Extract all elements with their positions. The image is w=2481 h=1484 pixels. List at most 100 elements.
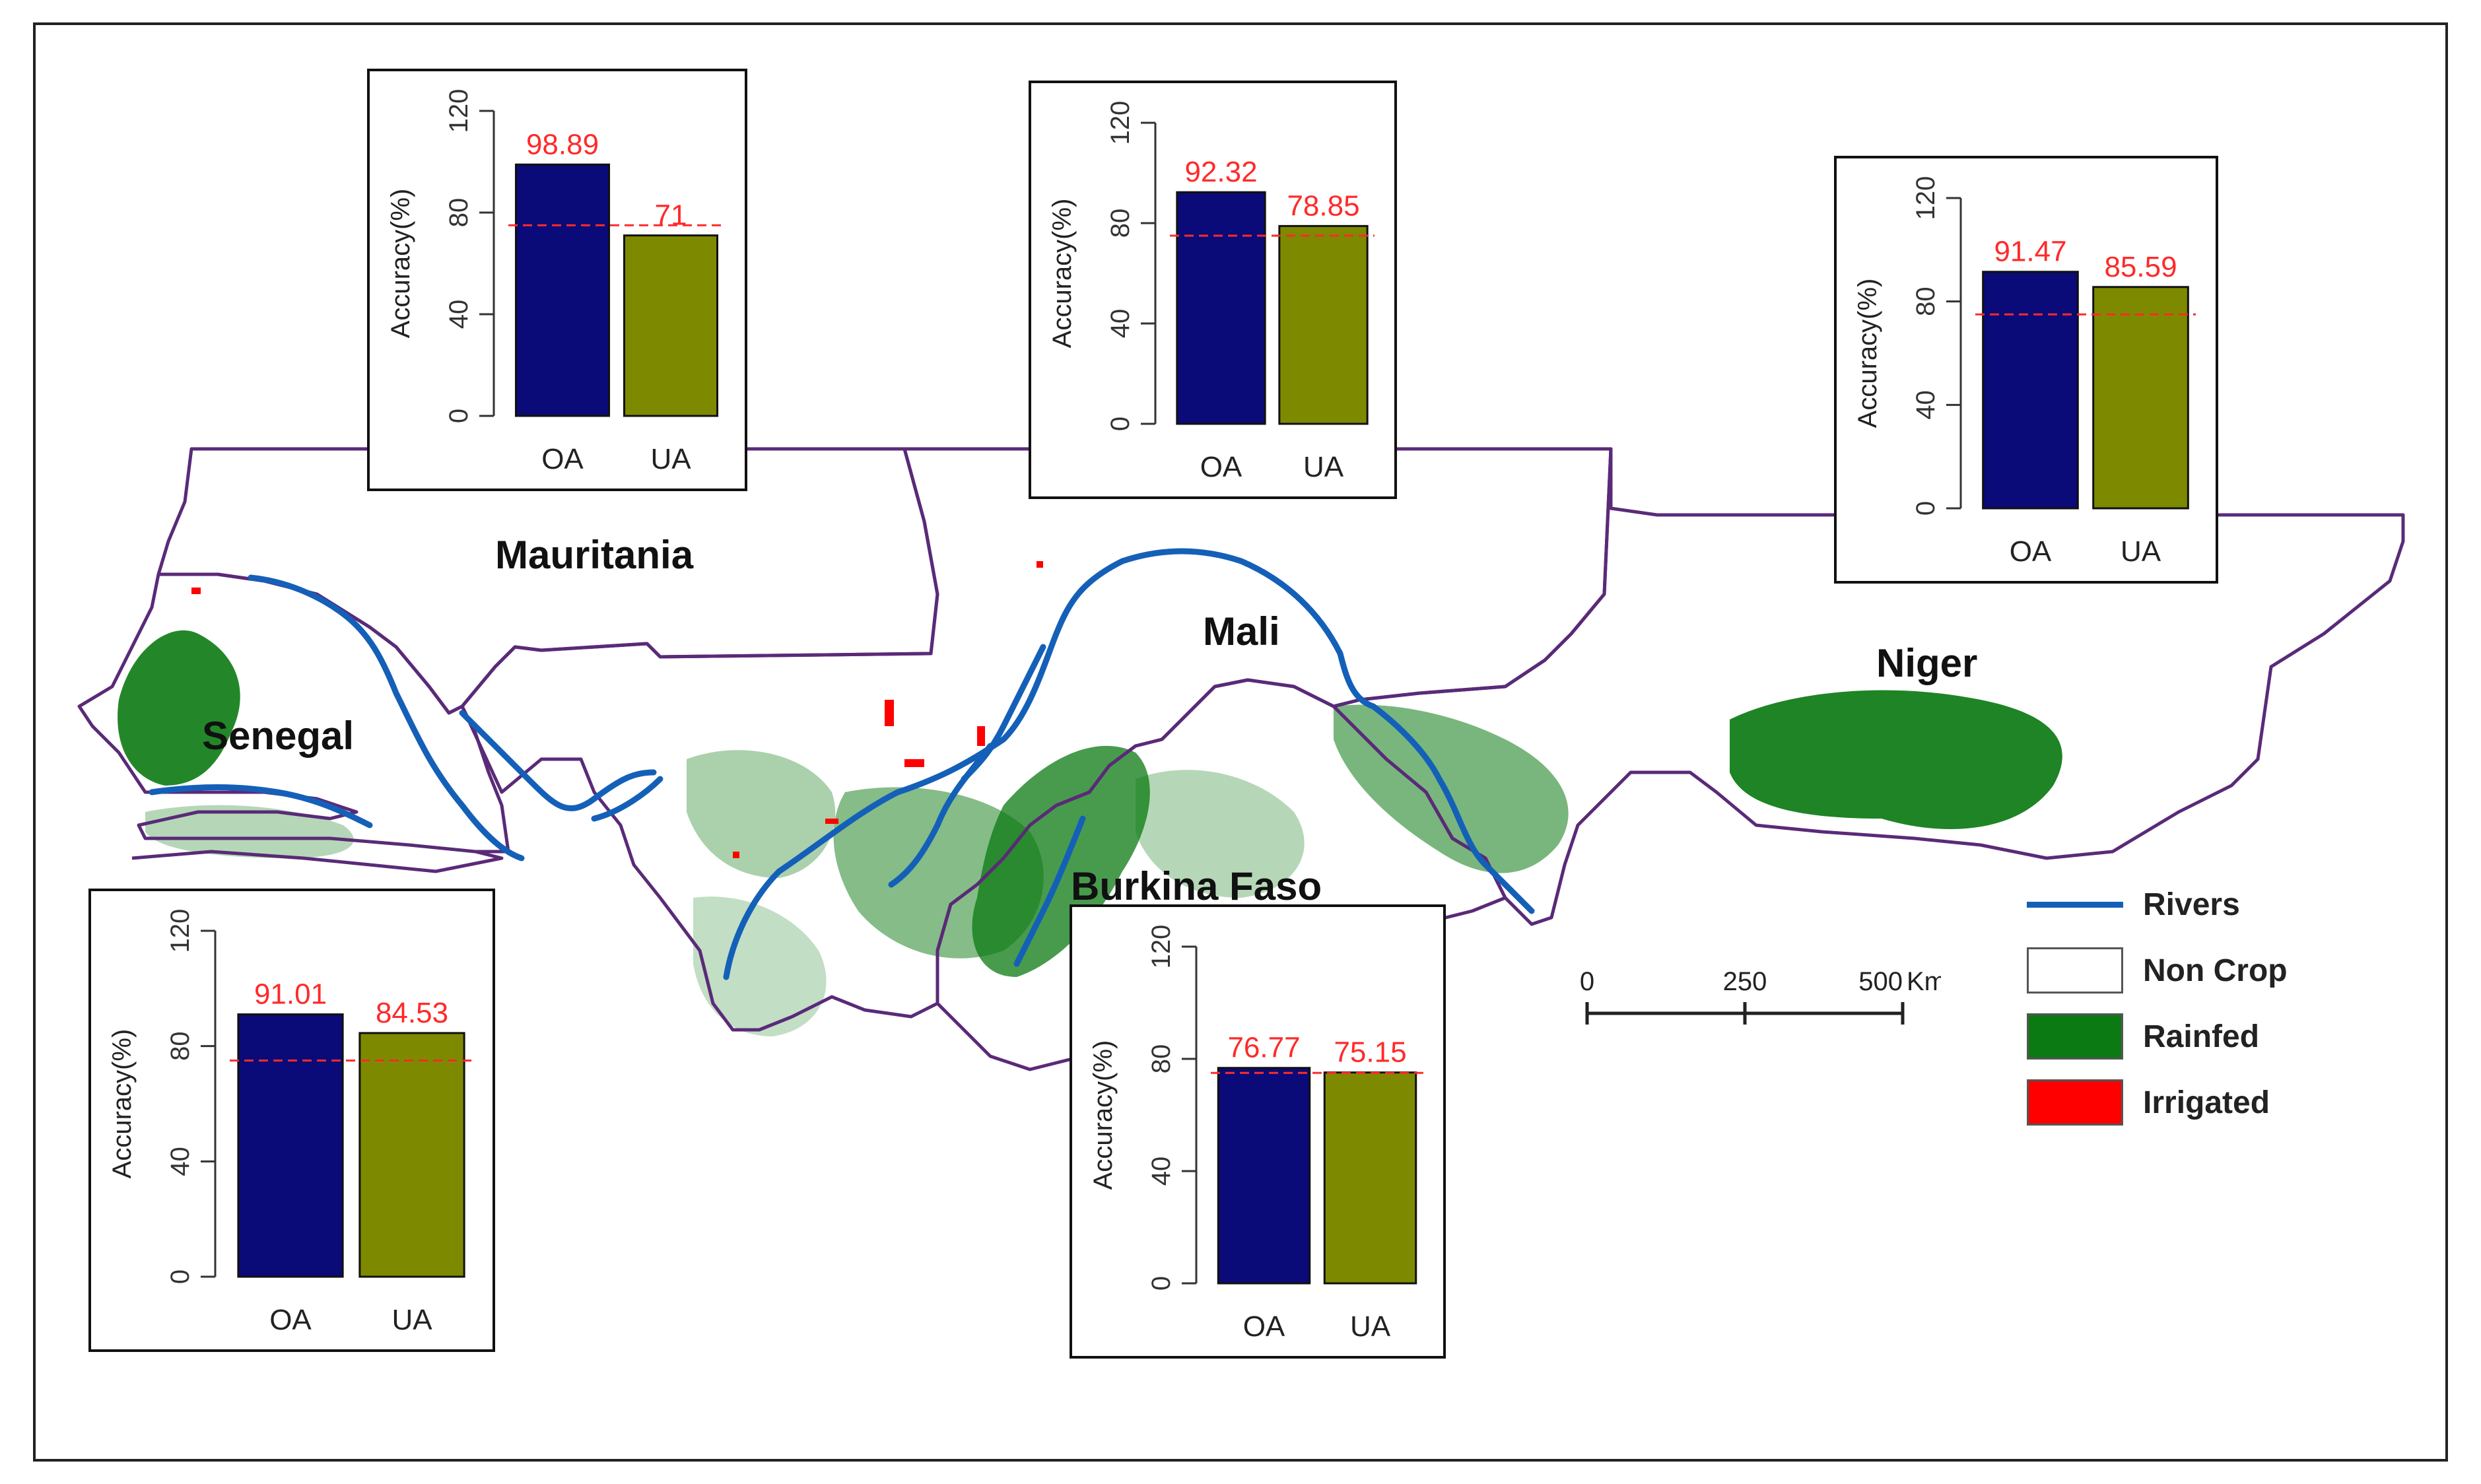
y-axis-label: Accuracy(%)	[1048, 199, 1077, 349]
inset-chart-mali: 0 40 80 120 Accuracy(%) 92.32 OA 78.85 UA	[1029, 81, 1397, 499]
bar-value-label: 75.15	[1334, 1036, 1406, 1069]
x-category-label: OA	[2010, 535, 2052, 568]
black-volta-river	[1013, 815, 1086, 967]
legend-label: Non Crop	[2143, 953, 2288, 988]
x-category-label: OA	[1243, 1310, 1285, 1343]
niger-border	[1332, 447, 2405, 926]
x-category-label: UA	[1303, 451, 1344, 483]
y-tick-label: 120	[1147, 925, 1176, 969]
y-tick-label: 0	[1147, 1276, 1176, 1291]
rainfed-swatch-icon	[2027, 1013, 2123, 1060]
gambia-guinea-border	[131, 850, 504, 873]
irrigated-patch	[977, 726, 985, 746]
bar-oa	[1982, 271, 2079, 510]
bar-value-label: 71	[655, 199, 687, 232]
legend-label: Rainfed	[2143, 1019, 2260, 1054]
legend-item-rainfed: Rainfed	[2027, 1003, 2288, 1069]
bar-ua	[1278, 224, 1369, 425]
y-tick-label: 40	[166, 1147, 195, 1176]
bar-oa	[1176, 191, 1266, 425]
country-label-mali: Mali	[1203, 609, 1280, 654]
scale-bar-label: 500	[1858, 967, 1903, 996]
y-axis-label: Accuracy(%)	[1853, 279, 1882, 428]
legend-item-rivers: Rivers	[2027, 871, 2288, 937]
bar-ua	[623, 234, 719, 417]
irrigated-swatch-icon	[2027, 1079, 2123, 1126]
scale-bar-label: 250	[1723, 967, 1767, 996]
bar-chart-svg: 0 40 80 120 Accuracy(%) 92.32 OA 78.85 UA	[1048, 101, 1375, 483]
bar-chart-svg: 0 40 80 120 Accuracy(%) 91.01 OA 84.53 UA	[108, 909, 473, 1336]
bar-chart-svg: 0 40 80 120 Accuracy(%) 76.77 OA 75.15 UA	[1089, 925, 1423, 1343]
rainfed-burkina	[972, 745, 1150, 977]
irrigated-cover	[191, 561, 1043, 858]
faleme-river	[459, 710, 657, 811]
bar-chart-svg: 0 40 80 120 Accuracy(%) 98.89 OA 71 UA	[386, 89, 725, 475]
irrigated-patch	[1037, 561, 1043, 568]
inset-chart-mauritania: 0 40 80 120 Accuracy(%) 98.89 OA 71 UA	[367, 69, 747, 491]
y-tick-label: 40	[1106, 309, 1135, 339]
y-tick-label: 0	[166, 1269, 195, 1284]
senegal-border	[77, 572, 510, 854]
scale-bar-label: 0	[1580, 967, 1594, 996]
bar-value-label: 76.77	[1227, 1032, 1300, 1064]
map-legend: Rivers Non Crop Rainfed Irrigated	[2027, 871, 2288, 1135]
y-tick-label: 0	[1911, 501, 1940, 516]
y-tick-label: 40	[1911, 390, 1940, 420]
rainfed-gambia	[145, 805, 354, 858]
bar-value-label: 78.85	[1287, 189, 1359, 222]
y-axis-label: Accuracy(%)	[386, 189, 415, 339]
rainfed-cover	[118, 630, 2062, 1036]
country-label-mauritania: Mauritania	[495, 533, 694, 577]
irrigated-patch	[733, 852, 739, 858]
y-tick-label: 80	[1147, 1044, 1176, 1074]
country-label-senegal: Senegal	[202, 714, 355, 758]
senegal-tributary	[591, 776, 663, 822]
inset-chart-senegal: 0 40 80 120 Accuracy(%) 91.01 OA 84.53 UA	[88, 889, 495, 1352]
legend-label: Irrigated	[2143, 1085, 2270, 1120]
y-tick-label: 120	[444, 89, 473, 133]
rivers	[149, 548, 1535, 980]
bar-oa	[237, 1013, 344, 1278]
irrigated-patch	[904, 759, 924, 767]
y-tick-label: 120	[1106, 101, 1135, 145]
bar-value-label: 92.32	[1184, 156, 1257, 188]
river-line-icon	[2027, 881, 2123, 928]
y-tick-label: 80	[1911, 287, 1940, 316]
y-axis-label: Accuracy(%)	[108, 1029, 137, 1179]
country-borders	[77, 447, 2405, 1071]
x-category-label: OA	[541, 443, 584, 475]
niger-river	[723, 548, 1535, 980]
legend-item-non-crop: Non Crop	[2027, 937, 2288, 1003]
bar-chart-svg: 0 40 80 120 Accuracy(%) 91.47 OA 85.59 UA	[1853, 176, 2196, 568]
country-label-burkina-faso: Burkina Faso	[1071, 864, 1322, 908]
y-tick-label: 40	[1147, 1157, 1176, 1186]
rainfed-senegal	[118, 630, 240, 786]
legend-item-irrigated: Irrigated	[2027, 1069, 2288, 1135]
rainfed-niger-west	[1334, 704, 1569, 873]
rainfed-mali-central	[687, 750, 836, 878]
y-tick-label: 80	[444, 198, 473, 228]
bar-value-label: 91.01	[254, 978, 327, 1011]
y-tick-label: 120	[1911, 176, 1940, 220]
x-category-label: UA	[650, 443, 691, 475]
country-label-niger: Niger	[1876, 641, 1978, 685]
x-category-label: UA	[2121, 535, 2161, 568]
scale-bar: 0 250 500 Km	[1580, 967, 1941, 1025]
irrigated-patch	[191, 588, 201, 594]
bar-ua	[358, 1032, 465, 1278]
bar-value-label: 85.59	[2104, 251, 2177, 283]
x-category-label: OA	[1200, 451, 1242, 483]
bar-oa	[514, 163, 611, 417]
rainfed-niger	[1730, 690, 2062, 829]
gambia-river	[149, 784, 373, 828]
bar-value-label: 84.53	[376, 997, 448, 1029]
inset-chart-burkina-faso: 0 40 80 120 Accuracy(%) 76.77 OA 75.15 UA	[1070, 904, 1446, 1359]
irrigated-patch	[825, 819, 838, 824]
y-tick-label: 40	[444, 300, 473, 329]
y-axis-label: Accuracy(%)	[1089, 1040, 1118, 1190]
y-tick-label: 80	[1106, 209, 1135, 238]
x-category-label: UA	[1350, 1310, 1391, 1343]
rainfed-south-mali	[693, 896, 827, 1036]
bar-ua	[1323, 1071, 1417, 1285]
